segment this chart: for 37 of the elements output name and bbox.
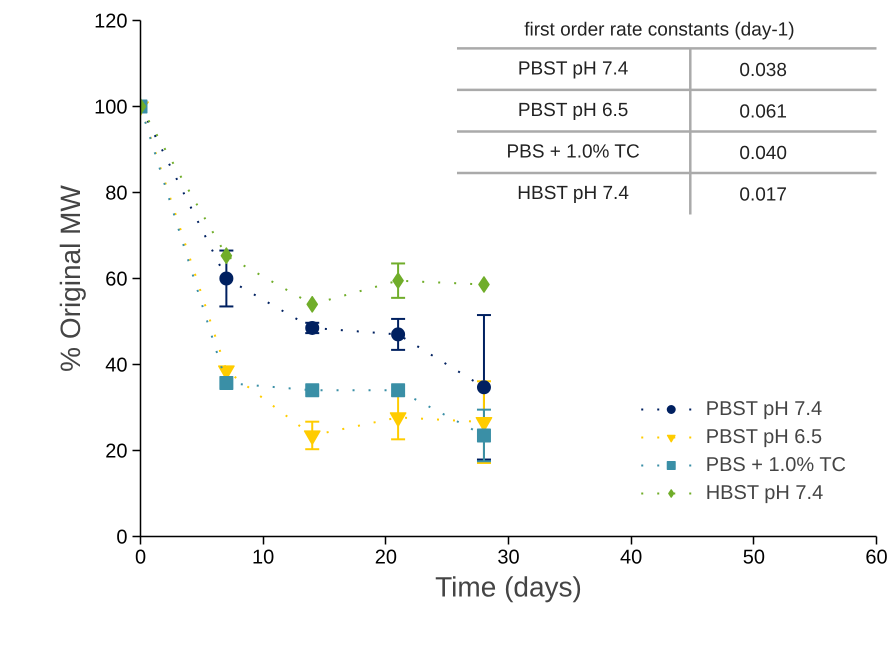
legend-label: HBST pH 7.4	[706, 480, 824, 506]
annotation: 0.061	[739, 102, 787, 123]
legend-label: PBST pH 7.4	[706, 396, 822, 422]
legend-label: PBS + 1.0% TC	[706, 452, 846, 478]
x-axis-title: Time (days)	[435, 572, 582, 602]
x-tick-label: 10	[252, 546, 274, 568]
point	[306, 296, 318, 313]
point	[391, 327, 406, 342]
legend-label: PBST pH 6.5	[706, 424, 822, 450]
x-tick-label: 40	[620, 546, 642, 568]
y-tick-label: 0	[116, 526, 128, 548]
y-tick-label: 120	[94, 10, 128, 32]
y-tick-label: 60	[105, 268, 128, 290]
x-tick-label: 20	[374, 546, 397, 568]
y-tick-label: 80	[105, 182, 128, 204]
x-tick-label: 30	[497, 546, 520, 568]
point	[476, 428, 491, 442]
annotation: first order rate constants (day-1)	[524, 19, 795, 40]
point	[305, 383, 320, 398]
annotation: 0.038	[739, 60, 787, 82]
x-tick-label: 50	[742, 546, 765, 568]
annotation: PBST pH 7.4	[518, 58, 629, 80]
y-tick-label: 20	[105, 440, 128, 462]
x-tick-label: 60	[865, 546, 888, 568]
y-tick-label: 100	[94, 96, 128, 118]
y-axis-title: % Original MW	[55, 184, 86, 372]
annotation: PBS + 1.0% TC	[506, 142, 640, 163]
annotation: PBST pH 6.5	[518, 100, 628, 122]
annotation: 0.017	[739, 184, 787, 206]
annotation: HBST pH 7.4	[517, 183, 630, 204]
point	[219, 272, 234, 286]
annotation: 0.040	[739, 143, 787, 164]
point	[476, 380, 491, 394]
point	[391, 383, 406, 398]
y-tick-label: 40	[105, 354, 128, 376]
x-tick-label: 0	[134, 546, 146, 568]
point	[219, 376, 234, 390]
